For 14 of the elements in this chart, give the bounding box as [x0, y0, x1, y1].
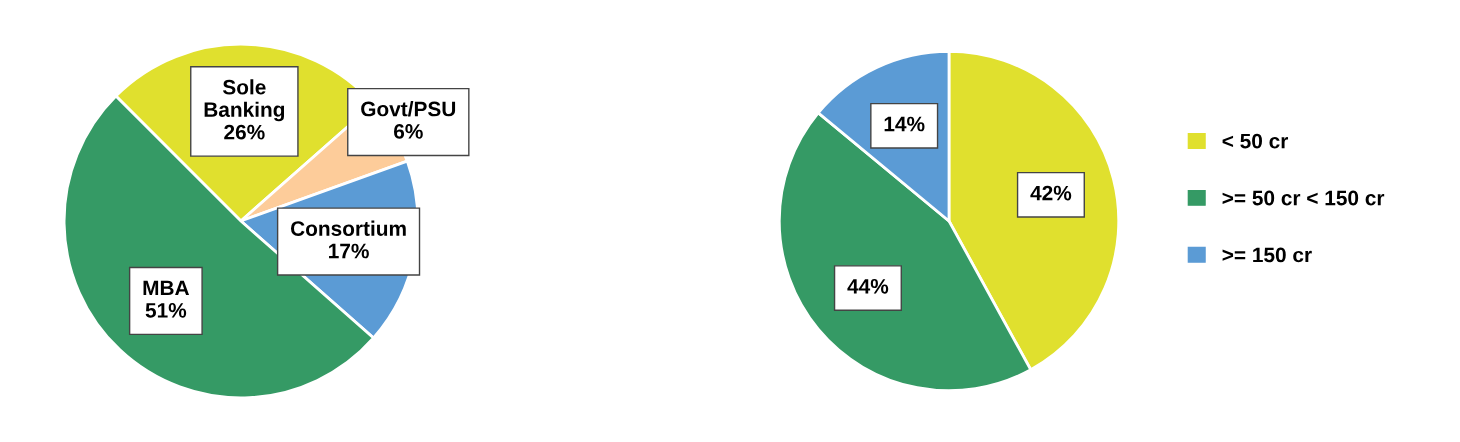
- data-label: 26%: [224, 124, 265, 140]
- legend-label: >= 150 cr: [1222, 247, 1312, 263]
- data-label: 42%: [1030, 185, 1072, 201]
- slice-label: Govt/PSU: [361, 101, 456, 117]
- slice-label: MBA: [143, 280, 190, 296]
- data-label: 17%: [329, 243, 369, 259]
- slice-label: Sole Banking: [204, 79, 285, 122]
- legend-label: < 50 cr: [1222, 133, 1289, 149]
- slice-label: Consortium: [290, 220, 406, 236]
- data-label: 51%: [145, 303, 187, 318]
- data-label: 6%: [394, 124, 423, 139]
- data-label: 14%: [884, 116, 925, 132]
- data-label: 44%: [847, 278, 889, 294]
- legend-label: >= 50 cr < 150 cr: [1222, 190, 1385, 206]
